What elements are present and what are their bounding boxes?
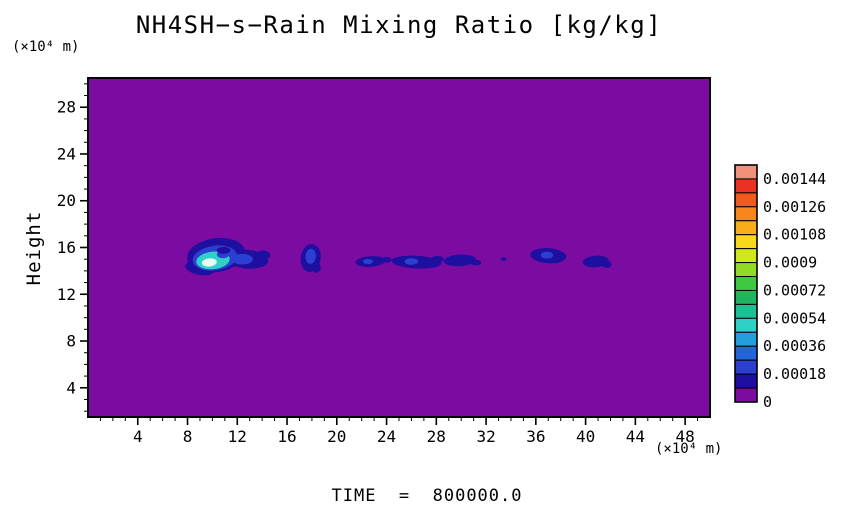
- time-label: TIME = 800000.0: [331, 486, 523, 506]
- colorbar-cell: [734, 387, 758, 403]
- colorbar-border: [734, 164, 758, 403]
- contour-region: [362, 258, 373, 265]
- colorbar-cell: [734, 192, 758, 208]
- contour-region: [404, 258, 419, 265]
- contour-region: [431, 255, 444, 263]
- colorbar-cell: [734, 178, 758, 194]
- x-tick-label: 24: [377, 427, 396, 446]
- contour-region: [231, 253, 253, 265]
- x-tick-label: 48: [675, 427, 694, 446]
- plot-area: [88, 78, 710, 417]
- colorbar-cell: [734, 359, 758, 375]
- contour-region: [381, 256, 392, 263]
- colorbar: 0.00144 0.00126 0.00108 0.0009 0.00072 0.0005…: [734, 164, 826, 411]
- colorbar-cell: [734, 289, 758, 305]
- colorbar-cell: [734, 220, 758, 236]
- y-tick-label: 28: [57, 98, 76, 117]
- colorbar-cell: [734, 345, 758, 361]
- colorbar-label: 0.00126: [763, 198, 826, 216]
- colorbar-cell: [734, 262, 758, 278]
- x-tick-label: 44: [626, 427, 645, 446]
- colorbar-cell: [734, 317, 758, 333]
- x-axis-unit-label: (×10⁴ m): [655, 441, 723, 457]
- x-tick-label: 4: [133, 427, 143, 446]
- y-tick-label: 24: [57, 144, 76, 163]
- y-tick-label: 20: [57, 191, 76, 210]
- contour-region: [305, 248, 316, 264]
- y-tick-label: 12: [57, 285, 76, 304]
- colorbar-label: 0.00072: [763, 282, 826, 300]
- contour-region: [443, 254, 477, 267]
- x-tick-label: 36: [526, 427, 545, 446]
- plot-border: [87, 77, 711, 418]
- colorbar-cell: [734, 373, 758, 389]
- colorbar-label: 0.00018: [763, 365, 826, 383]
- contour-region: [471, 259, 482, 266]
- contour-region: [601, 260, 612, 268]
- colorbar-label: 0.00144: [763, 170, 826, 188]
- colorbar-cell: [734, 303, 758, 319]
- x-tick-label: 28: [427, 427, 446, 446]
- x-tick-label: 8: [183, 427, 193, 446]
- y-axis-unit-label: (×10⁴ m): [12, 39, 80, 55]
- contour-region: [311, 262, 321, 273]
- x-tick-label: 32: [476, 427, 495, 446]
- colorbar-label: 0.00108: [763, 226, 826, 244]
- colorbar-cell: [734, 248, 758, 264]
- colorbar-label: 0.0009: [763, 254, 817, 272]
- colorbar-cell: [734, 276, 758, 291]
- y-axis-title: Height: [23, 210, 45, 286]
- colorbar-cell: [734, 331, 758, 347]
- colorbar-cell: [734, 234, 758, 250]
- x-tick-label: 12: [228, 427, 247, 446]
- contour-region: [500, 257, 507, 262]
- contour-region: [216, 246, 231, 254]
- x-tick-label: 40: [576, 427, 595, 446]
- y-tick-label: 8: [66, 332, 76, 351]
- chart-title: NH4SH−s−Rain Mixing Ratio [kg/kg]: [135, 11, 663, 39]
- x-tick-label: 16: [277, 427, 296, 446]
- colorbar-label: 0: [763, 393, 772, 411]
- y-tick-label: 4: [66, 378, 76, 397]
- colorbar-cell: [734, 164, 758, 180]
- colorbar-cell: [734, 206, 758, 222]
- x-tick-label: 20: [327, 427, 346, 446]
- contour-region: [540, 251, 554, 259]
- contour-region: [201, 258, 217, 267]
- contour-field: [185, 237, 612, 276]
- colorbar-label: 0.00036: [763, 337, 826, 355]
- y-tick-label: 16: [57, 238, 76, 257]
- plot-background: [88, 78, 710, 417]
- contour-region: [256, 250, 271, 260]
- colorbar-label: 0.00054: [763, 309, 826, 327]
